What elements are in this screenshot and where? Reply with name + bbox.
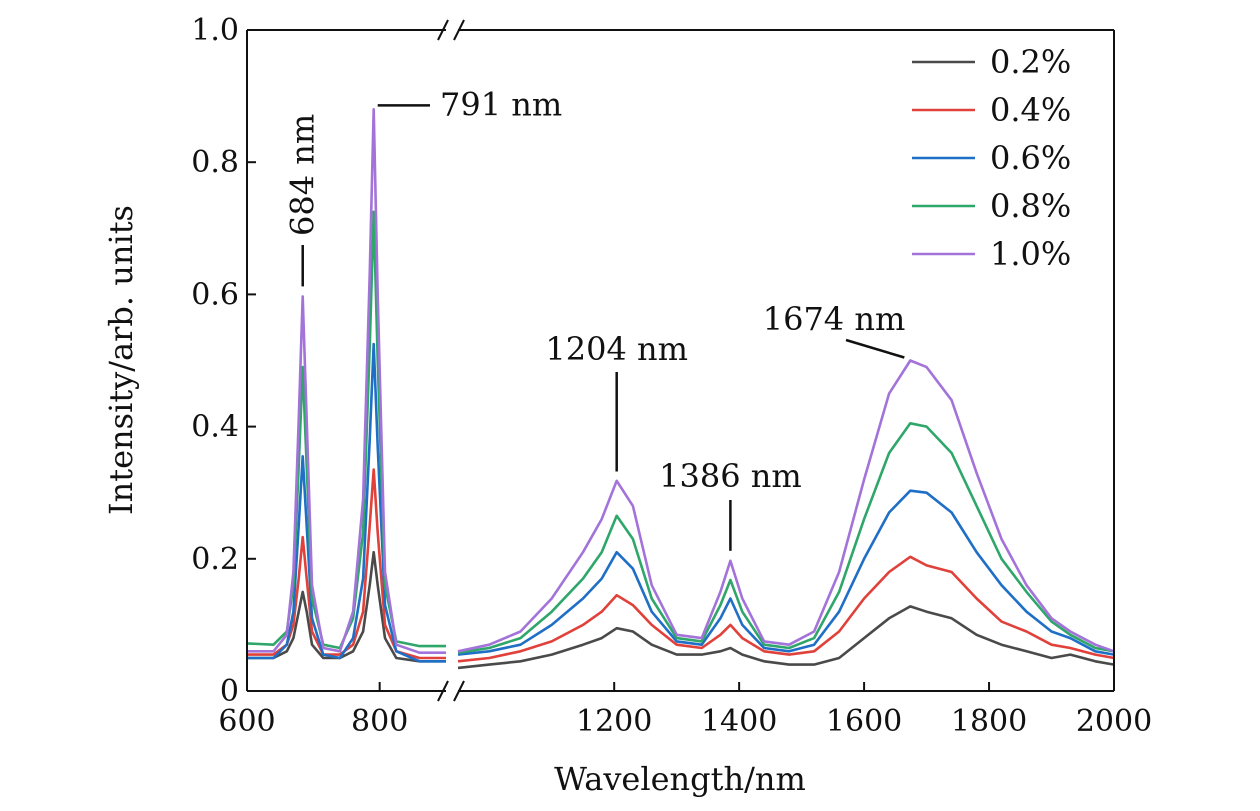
x-tick-label: 2000	[1076, 704, 1152, 739]
peak-annotations: 684 nm 791 nm 1204 nm 1386 nm 1674 nm	[284, 85, 906, 551]
plot-frame	[246, 19, 1115, 702]
series-line-4-right	[457, 422, 1115, 654]
axis-ticks: 600 800 1200 1400 1600 1800 2000 0 0.2 0.4 0.6 0.8 1…	[191, 13, 1152, 739]
x-tick-label: 1600	[826, 704, 902, 739]
annotation-label-791: 791 nm	[440, 85, 562, 123]
series-line-4-left	[246, 210, 446, 650]
annotation-label-1386: 1386 nm	[659, 457, 802, 495]
x-tick-label: 1800	[951, 704, 1027, 739]
y-tick-label: 0	[220, 674, 239, 709]
series-line-5-right	[457, 359, 1115, 653]
legend-label-2: 0.4%	[990, 91, 1071, 129]
annotation-label-1204: 1204 nm	[545, 330, 688, 368]
legend-label-3: 0.6%	[990, 139, 1071, 177]
legend-label-4: 0.8%	[990, 187, 1071, 225]
series-line-3-left	[247, 342, 446, 663]
y-axis-label: Intensity/arb. units	[102, 205, 140, 515]
y-tick-label: 0.4	[191, 410, 239, 445]
series-line-3-right	[457, 489, 1115, 656]
axis-break-mark-bottom-2	[453, 680, 465, 702]
axis-break-mark-top-1	[437, 19, 449, 41]
y-tick-label: 0.2	[191, 542, 239, 577]
series-line-2-left	[247, 468, 446, 660]
annotation-leader-1674	[845, 338, 905, 359]
x-tick-label: 1200	[576, 704, 652, 739]
x-axis-label: Wavelength/nm	[554, 760, 806, 798]
annotation-label-1674: 1674 nm	[763, 300, 906, 338]
legend-label-5: 1.0%	[990, 235, 1071, 273]
series-line-2-right	[457, 555, 1115, 663]
axis-break-mark-bottom-1	[437, 680, 449, 702]
y-tick-label: 0.8	[191, 145, 239, 180]
x-tick-label: 800	[351, 704, 408, 739]
series-line-1-right	[457, 605, 1115, 670]
series-layer	[246, 108, 1115, 670]
legend-label-1: 0.2%	[990, 43, 1071, 81]
axis-break-mark-top-2	[453, 19, 465, 41]
x-tick-label: 600	[218, 704, 275, 739]
y-tick-label: 1.0	[191, 13, 239, 48]
y-tick-label: 0.6	[191, 277, 239, 312]
legend: 0.2% 0.4% 0.6% 0.8% 1.0%	[912, 43, 1071, 273]
x-tick-label: 1400	[701, 704, 777, 739]
annotation-label-684: 684 nm	[284, 114, 322, 236]
series-line-5-left	[247, 108, 446, 654]
